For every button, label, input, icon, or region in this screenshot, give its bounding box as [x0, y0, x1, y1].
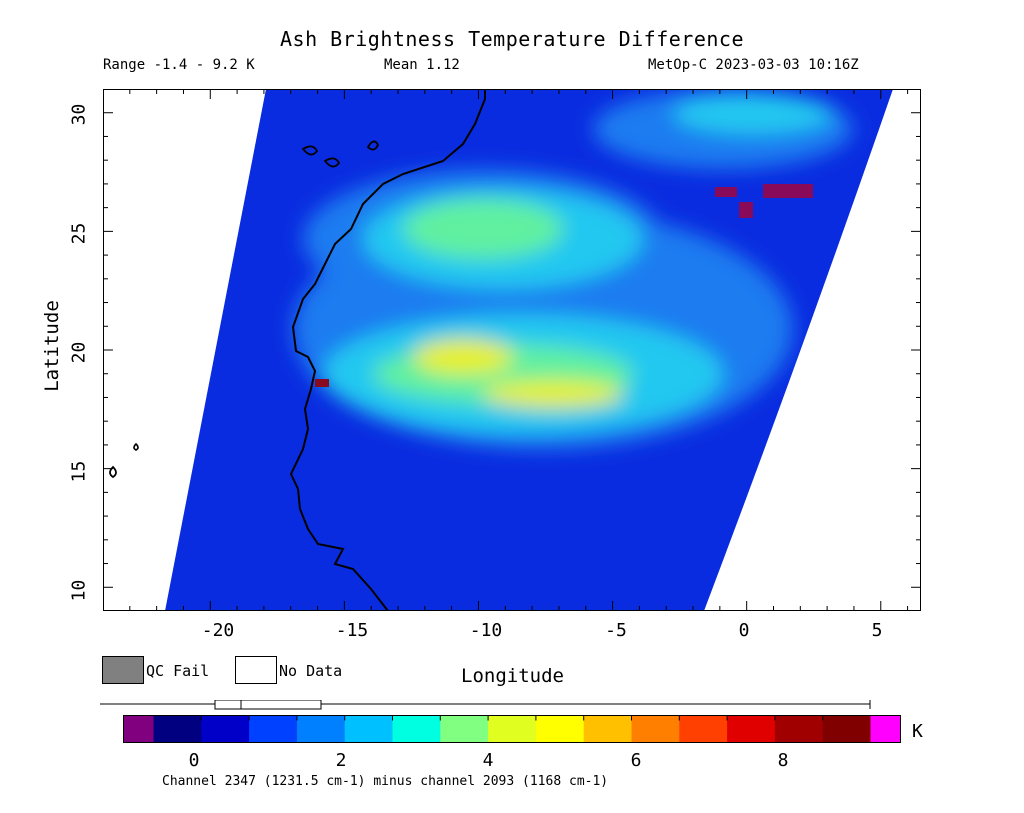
colorbar-segment — [727, 715, 776, 743]
channel-caption: Channel 2347 (1231.5 cm-1) minus channel… — [162, 774, 609, 789]
x-tick-label: -10 — [469, 620, 503, 641]
plot-title: Ash Brightness Temperature Difference — [279, 27, 745, 51]
colorbar-segment — [440, 715, 489, 743]
colorbar-ticks — [200, 715, 824, 721]
x-tick-label: -20 — [201, 620, 235, 641]
no-data-swatch — [235, 656, 277, 684]
colorbar-segment — [201, 715, 250, 743]
x-tick-label: 0 — [738, 620, 750, 641]
mean-text: Mean 1.12 — [384, 57, 460, 73]
colorbar-tick-label: 4 — [482, 750, 494, 771]
qc-fail-label: QC Fail — [146, 662, 210, 680]
colorbar — [100, 700, 901, 743]
x-tick-label: -5 — [605, 620, 627, 641]
swath-data — [165, 89, 893, 611]
hotspot-pixels — [715, 187, 737, 197]
y-axis-label: Latitude — [40, 300, 63, 392]
colorbar-tick-label: 2 — [335, 750, 347, 771]
histogram-box — [214, 700, 322, 710]
ash-map-plot — [103, 89, 921, 611]
ash-plume — [293, 89, 853, 449]
y-tick-label: 15 — [68, 460, 90, 483]
hotspot-pixels — [763, 184, 813, 198]
colorbar-segment — [774, 715, 824, 743]
colorbar-segments — [123, 715, 901, 743]
colorbar-segment — [488, 715, 537, 743]
x-axis-label: Longitude — [461, 665, 564, 687]
colorbar-frame — [123, 715, 901, 743]
colorbar-segment — [296, 715, 346, 743]
x-tick-label: -15 — [335, 620, 369, 641]
y-tick-label: 30 — [68, 103, 90, 126]
island-outline — [366, 140, 380, 151]
island-outline — [133, 442, 139, 451]
no-data-label: No Data — [279, 662, 343, 680]
y-tick-label: 20 — [68, 341, 90, 364]
colorbar-segment — [679, 715, 728, 743]
colorbar-segment — [870, 715, 901, 743]
satellite-timestamp: MetOp-C 2023-03-03 10:16Z — [648, 57, 859, 73]
colorbar-segment — [123, 715, 154, 743]
colorbar-tick-label: 8 — [777, 750, 789, 771]
axis-ticks — [103, 89, 921, 611]
x-tick-label: 5 — [871, 620, 883, 641]
island-outline — [109, 465, 117, 479]
colorbar-segment — [249, 715, 298, 743]
hotspot-pixels — [739, 202, 753, 218]
island-outline — [301, 145, 319, 156]
colorbar-segment — [344, 715, 393, 743]
colorbar-segment — [392, 715, 441, 743]
qc-fail-swatch — [102, 656, 144, 684]
island-outline — [323, 157, 341, 168]
colorbar-segment — [822, 715, 871, 743]
colorbar-tick-label: 6 — [630, 750, 642, 771]
colorbar-segment — [153, 715, 202, 743]
hotspot-pixels — [315, 379, 329, 387]
coastline — [289, 89, 486, 611]
colorbar-segment — [535, 715, 585, 743]
y-tick-label: 10 — [68, 579, 90, 602]
colorbar-segment — [631, 715, 680, 743]
colorbar-segment — [583, 715, 632, 743]
range-text: Range -1.4 - 9.2 K — [103, 57, 255, 73]
y-tick-label: 25 — [68, 222, 90, 245]
colorbar-tick-label: 0 — [188, 750, 200, 771]
colorbar-unit: K — [912, 721, 923, 742]
